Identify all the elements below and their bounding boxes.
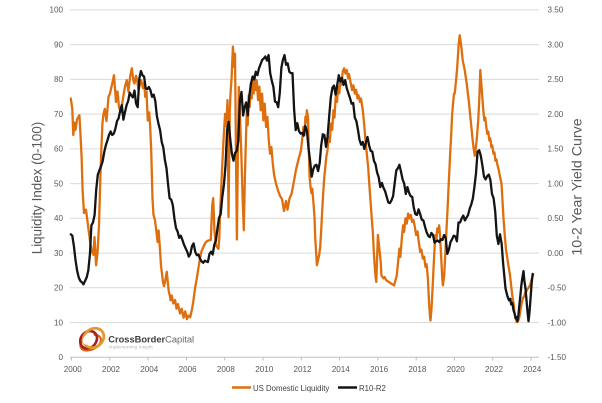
svg-text:20: 20 — [54, 284, 64, 293]
svg-text:70: 70 — [54, 110, 64, 119]
svg-text:10-2 Year Yield Curve: 10-2 Year Yield Curve — [570, 118, 586, 255]
svg-text:2020: 2020 — [447, 365, 466, 374]
svg-text:CrossBorderCapital: CrossBorderCapital — [108, 335, 194, 345]
svg-text:80: 80 — [54, 75, 64, 84]
svg-text:2014: 2014 — [332, 365, 351, 374]
svg-text:10: 10 — [54, 318, 64, 327]
svg-text:1.00: 1.00 — [548, 179, 564, 188]
svg-text:-1.50: -1.50 — [548, 353, 567, 362]
svg-text:0.50: 0.50 — [548, 214, 564, 223]
svg-text:-1.00: -1.00 — [548, 318, 567, 327]
svg-text:3.50: 3.50 — [548, 6, 564, 15]
svg-text:2016: 2016 — [370, 365, 389, 374]
svg-text:40: 40 — [54, 214, 64, 223]
svg-text:3.00: 3.00 — [548, 40, 564, 49]
svg-text:60: 60 — [54, 145, 64, 154]
svg-text:-0.50: -0.50 — [548, 284, 567, 293]
svg-text:0.00: 0.00 — [548, 249, 564, 258]
svg-text:2000: 2000 — [64, 365, 83, 374]
svg-text:50: 50 — [54, 179, 64, 188]
svg-text:2022: 2022 — [485, 365, 504, 374]
svg-text:Implementing Insight: Implementing Insight — [109, 344, 154, 350]
svg-text:2012: 2012 — [293, 365, 312, 374]
svg-text:R10-R2: R10-R2 — [359, 384, 386, 393]
svg-text:90: 90 — [54, 40, 64, 49]
svg-text:0: 0 — [58, 353, 63, 362]
svg-text:Liquidity Index (0-100): Liquidity Index (0-100) — [30, 122, 45, 255]
svg-text:2010: 2010 — [255, 365, 274, 374]
svg-text:2.50: 2.50 — [548, 75, 564, 84]
svg-text:2008: 2008 — [217, 365, 236, 374]
svg-text:2006: 2006 — [179, 365, 198, 374]
svg-text:2004: 2004 — [140, 365, 159, 374]
svg-text:2002: 2002 — [102, 365, 121, 374]
svg-text:2018: 2018 — [408, 365, 427, 374]
svg-text:100: 100 — [49, 6, 63, 15]
svg-text:2024: 2024 — [523, 365, 542, 374]
svg-text:1.50: 1.50 — [548, 145, 564, 154]
svg-text:2.00: 2.00 — [548, 110, 564, 119]
svg-text:US Domestic Liquidity: US Domestic Liquidity — [253, 384, 329, 393]
svg-text:30: 30 — [54, 249, 64, 258]
